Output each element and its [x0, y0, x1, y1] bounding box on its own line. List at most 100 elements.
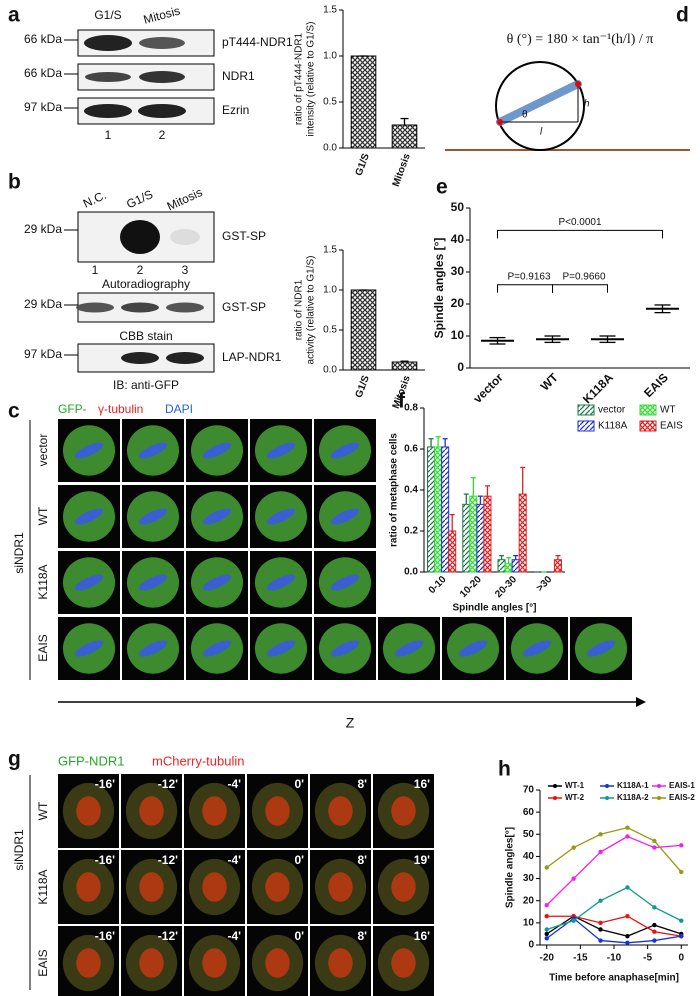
band	[120, 220, 160, 254]
angle-label: θ	[522, 110, 528, 121]
row-label: WT	[36, 801, 50, 820]
marker-label: 97 kDa	[24, 347, 62, 361]
point	[679, 918, 684, 923]
marker-label: 66 kDa	[24, 32, 62, 46]
legend-label: EAIS-2	[669, 793, 695, 802]
chromosomes	[138, 640, 168, 657]
marker-label: 66 kDa	[24, 66, 62, 80]
y-tick-label: 1.5	[323, 5, 337, 16]
y-tick-label: 0.0	[323, 143, 337, 154]
time-label: 0'	[294, 929, 304, 943]
point	[625, 834, 630, 839]
y-tick-label: 0.5	[323, 97, 337, 108]
point	[652, 929, 657, 934]
point	[652, 922, 657, 928]
spindle-red	[139, 796, 164, 826]
chromosomes	[522, 640, 552, 657]
lane-number: 3	[182, 263, 189, 277]
formula: θ (°) = 180 × tan⁻¹(h/l) / π	[507, 32, 654, 47]
band-label: Ezrin	[222, 103, 249, 117]
y-tick-label: 1.0	[323, 285, 337, 296]
chromosomes	[202, 574, 232, 591]
bar	[497, 559, 506, 573]
lane-label: G1/S	[124, 187, 155, 211]
time-label: -12'	[158, 929, 178, 943]
point	[625, 914, 630, 919]
p-value: P=0.9660	[562, 271, 606, 282]
y-tick-label: 0	[528, 940, 534, 951]
y-tick-label: 0.4	[404, 485, 418, 496]
y-axis-label: activity (relative to G1/S)	[306, 256, 317, 365]
band	[85, 72, 131, 82]
point	[544, 902, 549, 908]
point	[571, 918, 576, 923]
band	[84, 35, 132, 51]
marker-label: 29 kDa	[24, 297, 62, 311]
chromosomes	[330, 574, 360, 591]
spindle-red	[265, 872, 290, 902]
bar	[462, 503, 471, 573]
y-axis-label: Spindle angles[°]	[505, 827, 516, 908]
bar	[427, 446, 436, 573]
band	[139, 71, 185, 83]
y-tick-label: 30	[523, 873, 535, 884]
time-label: -4'	[227, 929, 241, 943]
band-label: GST-SP	[222, 229, 266, 243]
lane-number: 1	[105, 128, 112, 142]
y-tick-label: 50	[451, 200, 465, 214]
x-tick-label: -5	[643, 953, 652, 964]
bar	[391, 361, 418, 371]
time-label: 0'	[294, 853, 304, 867]
x-tick-label: G1/S	[354, 374, 372, 399]
spindle-red	[76, 796, 101, 826]
side-label: siNDR1	[12, 829, 26, 871]
row-label: vector	[36, 434, 50, 467]
band-label: NDR1	[222, 69, 255, 83]
legend-marker	[553, 796, 557, 800]
y-tick-label: 0.2	[404, 526, 418, 537]
y-tick-label: 0.6	[404, 444, 418, 455]
time-label: 0'	[294, 777, 304, 791]
y-tick-label: 1.0	[323, 51, 337, 62]
band	[121, 302, 159, 313]
caption: IB: anti-GFP	[113, 378, 179, 392]
axis-label: Z	[346, 715, 355, 731]
height-label: h	[584, 99, 590, 110]
lane-label: G1/S	[94, 8, 121, 22]
bar	[434, 446, 443, 573]
lane-label: Mitosis	[165, 185, 205, 213]
y-tick-label: 40	[451, 232, 465, 246]
chromosomes	[74, 442, 104, 459]
time-label: -4'	[227, 853, 241, 867]
band	[138, 104, 186, 118]
time-label: -4'	[227, 777, 241, 791]
point	[598, 832, 603, 837]
pole	[575, 81, 581, 87]
bar	[448, 530, 457, 573]
panel-letter: h	[498, 758, 511, 781]
point	[544, 931, 549, 937]
x-tick-label: -15	[573, 953, 588, 964]
point	[679, 843, 684, 848]
chromosomes	[266, 574, 296, 591]
y-tick-label: 0.0	[323, 365, 337, 376]
stain-label: mCherry-tubulin	[152, 753, 244, 768]
panel-letter: b	[8, 171, 21, 194]
y-tick-label: 10	[451, 328, 465, 342]
panel-letter: c	[8, 400, 20, 423]
band-label: LAP-NDR1	[222, 350, 282, 364]
legend-swatch	[639, 420, 657, 432]
point	[598, 938, 603, 943]
series-line	[546, 915, 682, 937]
pole	[497, 119, 503, 125]
point	[598, 920, 603, 926]
bar	[553, 559, 562, 573]
y-axis-label: ratio of pT444-NDR1	[294, 32, 305, 125]
spindle-red	[265, 796, 290, 826]
y-axis-label: ratio of NDR1	[294, 279, 305, 340]
panel-letter: a	[8, 4, 20, 27]
series-line	[546, 826, 682, 873]
point	[571, 845, 576, 850]
